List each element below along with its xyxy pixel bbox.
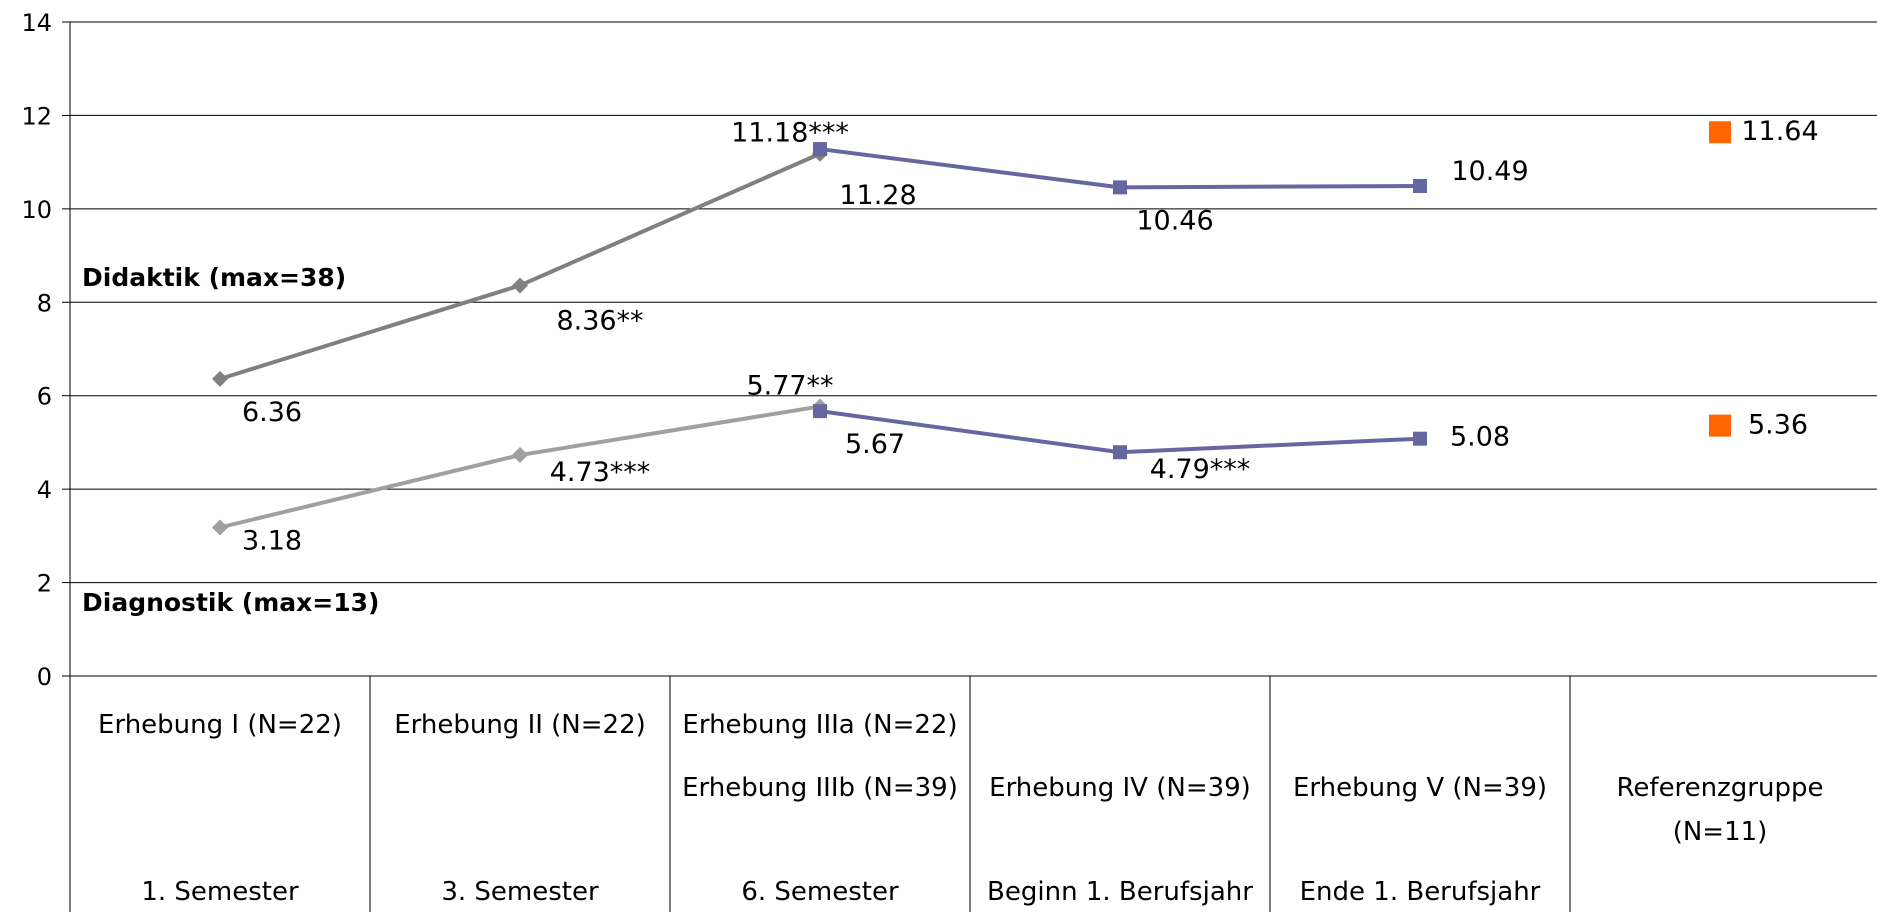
category-label: 3. Semester: [441, 877, 599, 907]
data-point-diamond: [512, 277, 528, 294]
data-label: 5.08: [1450, 422, 1510, 453]
category-label: Ende 1. Berufsjahr: [1300, 877, 1541, 907]
category-label: (N=11): [1673, 817, 1768, 847]
category-label: 1. Semester: [141, 877, 299, 907]
category-label: Erhebung II (N=22): [394, 710, 646, 740]
category-label: Beginn 1. Berufsjahr: [987, 877, 1253, 907]
y-tick-label: 12: [21, 102, 52, 130]
category-label: 6. Semester: [741, 877, 899, 907]
category-label: Erhebung IIIa (N=22): [682, 710, 957, 740]
data-label: 6.36: [242, 397, 302, 428]
y-tick-label: 4: [37, 476, 52, 504]
data-label: 11.18***: [731, 118, 849, 149]
series-markers: [212, 121, 1731, 536]
data-point-diamond: [212, 519, 228, 536]
data-point-square: [813, 142, 827, 157]
data-point-square: [1709, 414, 1731, 437]
data-point-square: [1113, 180, 1127, 195]
category-label: Erhebung IIIb (N=39): [682, 773, 958, 803]
category-label: Referenzgruppe: [1617, 773, 1824, 803]
series-title-didaktik: Didaktik (max=38): [82, 263, 346, 292]
y-tick-label: 14: [21, 9, 52, 37]
data-label: 4.73***: [550, 457, 651, 488]
data-point-square: [1709, 121, 1731, 144]
gridlines: [62, 21, 1877, 912]
category-label: Erhebung V (N=39): [1293, 773, 1547, 803]
data-point-diamond: [212, 370, 228, 387]
data-point-square: [1413, 431, 1427, 446]
y-axis-ticks: 0 2 4 6 8 10 12 14: [21, 9, 52, 691]
data-label: 10.49: [1451, 156, 1528, 187]
data-point-square: [1413, 178, 1427, 193]
data-point-square: [813, 404, 827, 419]
data-labels: 6.36 8.36** 11.18*** 11.28 10.46 10.49 11.64 3.…: [242, 116, 1819, 556]
y-tick-label: 2: [37, 570, 52, 598]
data-point-square: [1113, 445, 1127, 460]
data-label: 11.28: [839, 180, 916, 211]
y-tick-label: 6: [37, 383, 52, 411]
data-label: 5.36: [1748, 410, 1808, 441]
data-label: 11.64: [1741, 116, 1818, 147]
data-label: 3.18: [242, 525, 302, 556]
y-tick-label: 0: [37, 663, 52, 691]
data-label: 5.77**: [746, 370, 833, 401]
series-title-diagnostik: Diagnostik (max=13): [82, 588, 379, 617]
y-tick-label: 8: [37, 289, 52, 317]
data-point-diamond: [512, 447, 528, 464]
y-tick-label: 10: [21, 196, 52, 224]
data-label: 10.46: [1136, 205, 1213, 236]
data-label: 5.67: [845, 429, 905, 460]
category-table: Erhebung I (N=22) 1. Semester Erhebung II …: [98, 676, 1823, 912]
data-label: 4.79***: [1150, 454, 1251, 485]
category-label: Erhebung I (N=22): [98, 710, 342, 740]
category-label: Erhebung IV (N=39): [989, 773, 1251, 803]
series-line-diagnostik: [219, 404, 821, 530]
data-label: 8.36**: [556, 305, 643, 336]
